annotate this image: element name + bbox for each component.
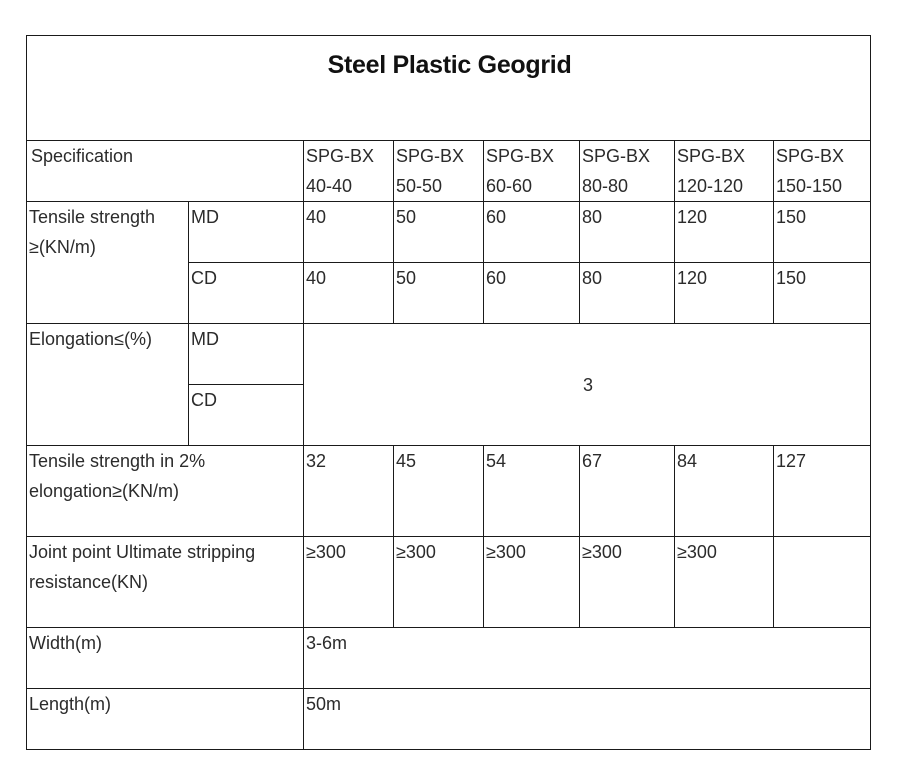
joint-label: Joint point Ultimate stripping resistance… [26,536,304,628]
length-value: 50m [302,688,872,750]
table-cell: ≥300 [483,536,580,628]
model-header: SPG-BX 120-120 [674,140,774,202]
table-cell: ≥300 [393,536,484,628]
width-label: Width(m) [26,627,304,689]
elongation-value: 3 [302,323,872,446]
joint-row: Joint point Ultimate stripping resistance… [26,536,872,628]
table-cell: 32 [303,445,394,537]
table-cell: 50 [393,201,484,263]
table-cell: 120 [674,262,774,324]
model-header: SPG-BX 40-40 [303,140,394,202]
tensile-md-label: MD [188,201,304,263]
tensile-md-row: Tensile strength ≥(KN/m) MD 40 50 60 80 1… [26,201,872,324]
table-cell: 40 [303,262,394,324]
table-cell: 40 [303,201,394,263]
elongation-cd-label: CD [188,384,304,446]
table-cell: 84 [674,445,774,537]
table-cell: ≥300 [579,536,675,628]
table-cell: ≥300 [303,536,394,628]
model-header: SPG-BX 50-50 [393,140,484,202]
elongation-label: Elongation≤(%) [26,323,189,446]
elongation-cd-row: CD [27,384,871,446]
width-row: Width(m) 3-6m [26,627,872,689]
elongation-md-label: MD [188,323,304,385]
width-value: 3-6m [302,627,872,689]
table-cell: 67 [579,445,675,537]
table-cell: 150 [772,201,872,263]
table-cell: 54 [483,445,580,537]
model-header: SPG-BX 80-80 [579,140,675,202]
model-header: SPG-BX 60-60 [483,140,580,202]
table-cell: 120 [674,201,774,263]
table-title: Steel Plastic Geogrid [25,35,872,141]
tensile-2pct-label: Tensile strength in 2% elongation≥(KN/m) [26,445,304,537]
table-cell [772,536,872,628]
tensile-2pct-row: Tensile strength in 2% elongation≥(KN/m) … [26,445,872,537]
tensile-cd-row: CD 40 50 60 80 120 150 [27,262,872,324]
table-cell: 50 [393,262,484,324]
table-cell: 127 [772,445,872,537]
table-cell: 80 [579,201,675,263]
model-header: SPG-BX 150-150 [772,140,872,202]
length-row: Length(m) 50m [26,688,872,750]
table-cell: 150 [772,262,872,324]
tensile-cd-label: CD [188,262,304,324]
tensile-label: Tensile strength ≥(KN/m) [26,201,189,324]
spec-label: Specification [26,140,304,202]
table-cell: ≥300 [674,536,774,628]
table-cell: 60 [483,262,580,324]
length-label: Length(m) [26,688,304,750]
elongation-md-row: Elongation≤(%) MD 3 [26,323,872,446]
spec-table: Steel Plastic Geogrid Specification SPG-… [25,35,872,750]
header-row: Specification SPG-BX 40-40 SPG-BX 50-50 SP… [26,140,872,202]
table-cell: 80 [579,262,675,324]
table-cell: 60 [483,201,580,263]
table-cell: 45 [393,445,484,537]
